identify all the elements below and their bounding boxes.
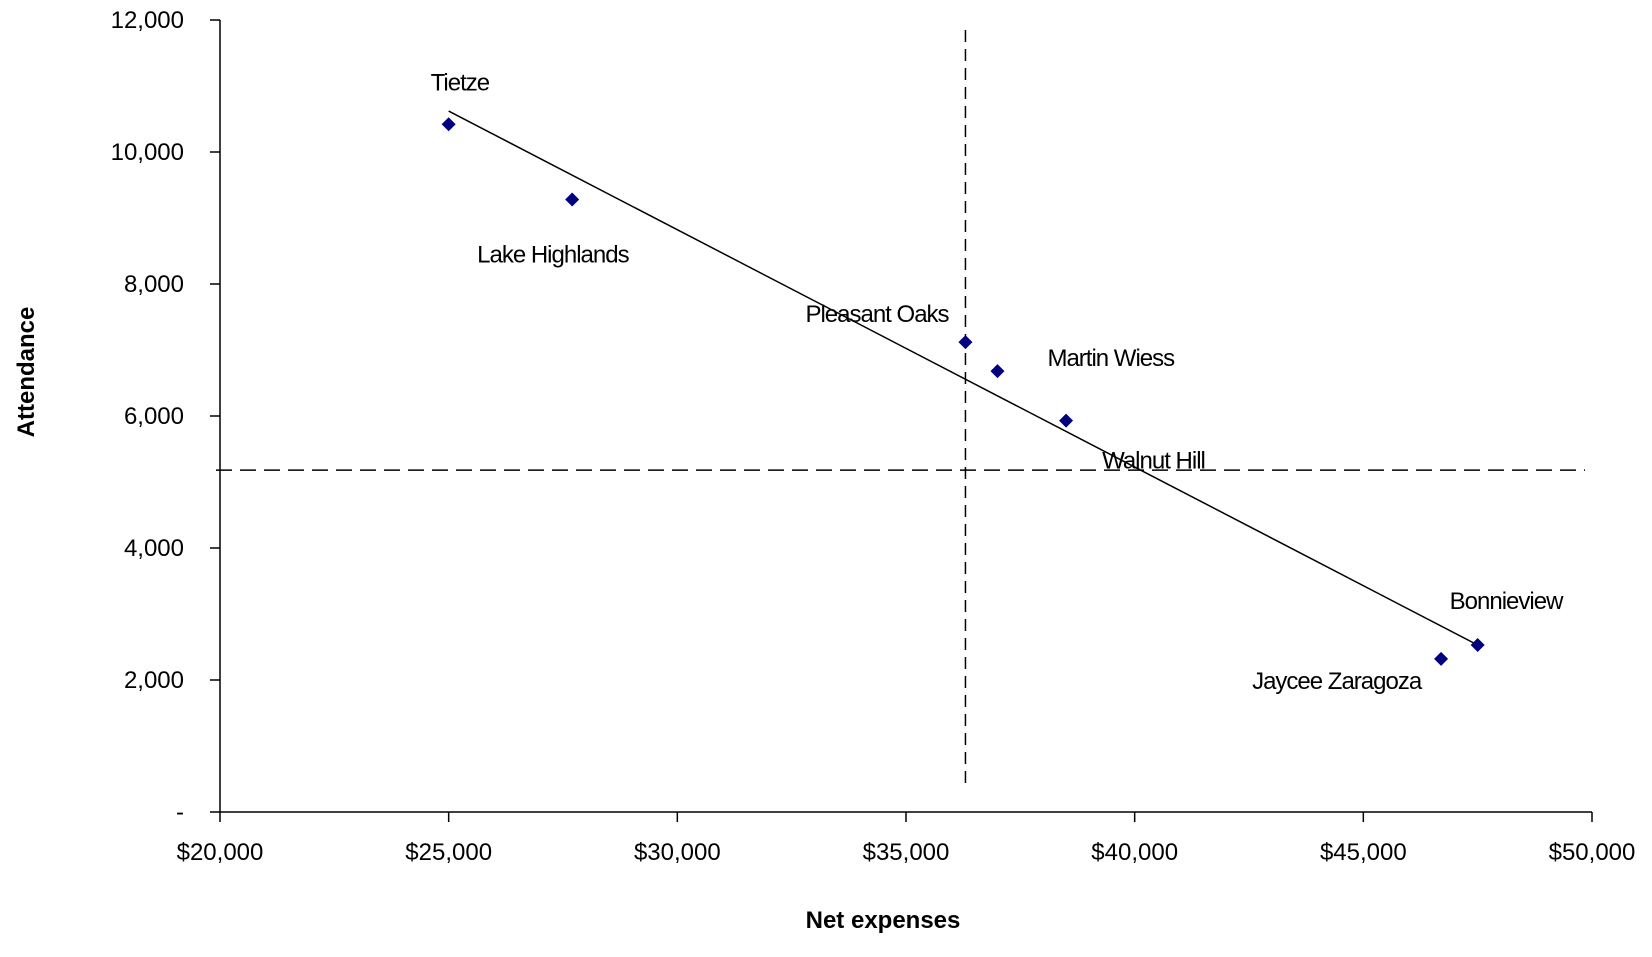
y-tick-label: 6,000 <box>124 403 184 430</box>
y-tick-label: 8,000 <box>124 271 184 298</box>
point-label: Tietze <box>431 69 490 96</box>
x-tick-label: $35,000 <box>863 839 950 866</box>
trendline <box>448 110 1479 646</box>
data-point-marker <box>1470 638 1485 653</box>
x-tick-label: $20,000 <box>177 839 264 866</box>
data-point-marker <box>958 335 973 350</box>
y-tick-label: 10,000 <box>111 139 184 166</box>
data-points <box>441 117 1485 666</box>
x-tick-label: $45,000 <box>1320 839 1407 866</box>
point-label: Martin Wiess <box>1047 345 1175 372</box>
point-label: Bonnieview <box>1450 588 1564 615</box>
reference-lines <box>216 30 1585 787</box>
y-tick-label: 12,000 <box>111 7 184 34</box>
x-axis-title: Net expenses <box>806 907 961 934</box>
point-labels: Tietze Lake Highlands Pleasant Oaks Martin … <box>431 69 1565 695</box>
x-tick-label: $50,000 <box>1549 839 1636 866</box>
point-label: Pleasant Oaks <box>805 301 949 328</box>
x-tick-label: $25,000 <box>405 839 492 866</box>
trendline-group <box>448 110 1479 646</box>
data-point-marker <box>1059 413 1074 428</box>
y-tick-label: - <box>176 799 184 826</box>
x-tick-label: $40,000 <box>1091 839 1178 866</box>
y-axis-title: Attendance <box>13 307 40 438</box>
point-label: Walnut Hill <box>1102 448 1205 475</box>
axes: - 2,000 4,000 6,000 8,000 10,000 12,000 $20,000… <box>111 7 1636 866</box>
point-label: Jaycee Zaragoza <box>1252 668 1423 695</box>
data-point-marker <box>565 192 580 207</box>
y-tick-label: 4,000 <box>124 535 184 562</box>
point-label: Lake Highlands <box>477 242 629 269</box>
data-point-marker <box>1434 651 1449 666</box>
x-tick-label: $30,000 <box>634 839 721 866</box>
data-point-marker <box>990 364 1005 379</box>
y-tick-label: 2,000 <box>124 667 184 694</box>
data-point-marker <box>441 117 456 132</box>
